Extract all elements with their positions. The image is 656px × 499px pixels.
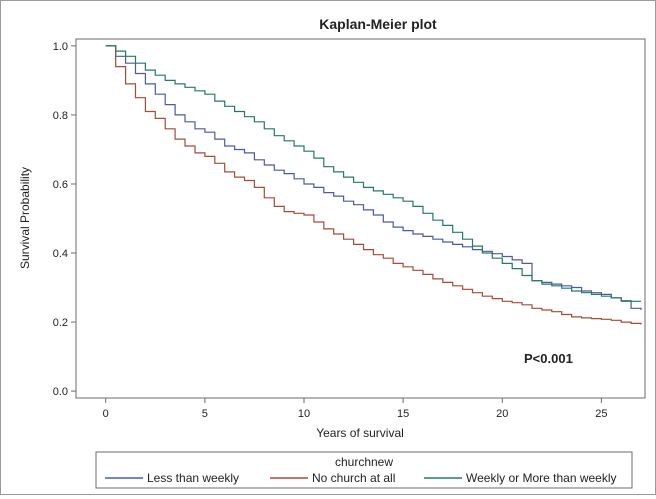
legend-box [95,451,633,489]
y-tick-label: 0.4 [53,248,68,260]
x-axis-label: Years of survival [316,426,404,440]
x-tick-label: 20 [496,408,508,420]
y-tick-label: 1.0 [53,41,68,53]
y-axis-label: Survival Probability [18,167,32,269]
x-tick-label: 15 [397,408,409,420]
y-tick-label: 0.8 [53,110,68,122]
legend-label-1: Less than weekly [147,471,239,485]
legend-label-2: No church at all [312,471,395,485]
legend-title: churchnew [335,455,393,469]
chart-title: Kaplan-Meier plot [319,16,437,32]
series-line-3 [105,45,641,302]
x-axis: 0 5 10 15 20 25 [103,398,608,420]
y-axis: 0.0 0.2 0.4 0.6 0.8 1.0 [53,41,76,398]
y-tick-label: 0.2 [53,317,68,329]
legend: churchnew Less than weekly No church at a… [95,451,633,489]
series-layer [105,45,642,325]
x-tick-label: 10 [298,408,310,420]
x-tick-label: 0 [103,408,109,420]
x-tick-label: 5 [202,408,208,420]
series-line-2 [105,45,642,325]
legend-label-3: Weekly or More than weekly [466,471,617,485]
legend-items: Less than weekly No church at all Weekly o… [105,471,617,485]
y-tick-label: 0.0 [53,386,68,398]
x-tick-label: 25 [595,408,607,420]
y-tick-label: 0.6 [53,179,68,191]
p-value-annotation: P<0.001 [524,351,573,366]
plot-area [75,38,646,399]
